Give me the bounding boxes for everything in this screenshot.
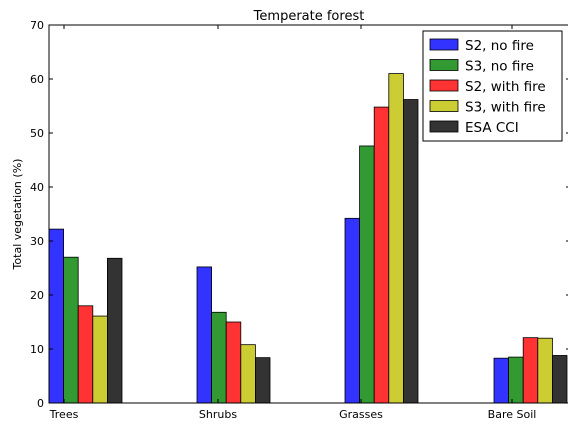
bar-shrubs-series-1: [196, 266, 213, 404]
bar-bare-soil-series-5: [552, 355, 568, 404]
bar-bare-soil-series-3: [522, 337, 539, 404]
bar-bare-soil-series-1: [493, 357, 510, 404]
y-tick-label: 0: [37, 397, 44, 410]
legend-label: S2, with fire: [465, 79, 546, 95]
bar-shrubs-series-2: [211, 311, 227, 404]
legend-swatch: [429, 120, 459, 133]
legend-label: S2, no fire: [465, 38, 534, 54]
bar-grasses-series-2: [359, 145, 375, 404]
bar-trees-series-1: [48, 228, 65, 404]
bar-grasses-series-3: [373, 106, 390, 404]
x-tick-label: Bare Soil: [488, 408, 537, 421]
plot-frame: [48, 24, 568, 404]
chart-title: Temperate forest: [253, 9, 365, 24]
legend-swatch: [429, 100, 459, 112]
x-tick-label: Shrubs: [199, 408, 237, 421]
bar-grasses-series-5: [402, 99, 419, 404]
legend-swatch: [429, 38, 459, 51]
bar-trees-series-3: [77, 305, 94, 404]
bar-shrubs-series-3: [225, 321, 242, 404]
legend: S2, no fire S3, no fire S2, with fire S3, w…: [422, 30, 563, 142]
legend-label: S3, with fire: [465, 100, 546, 116]
y-axis-label: Total vegetation (%): [11, 159, 24, 271]
bars-layer: [48, 73, 568, 404]
y-tick-label: 50: [30, 127, 44, 140]
bar-trees-series-2: [63, 256, 79, 404]
bar-grasses-series-4: [388, 73, 404, 404]
y-tick-label: 40: [30, 181, 44, 194]
legend-label: ESA CCI: [465, 120, 519, 136]
y-tick-label: 30: [30, 235, 44, 248]
legend-swatch: [429, 59, 459, 71]
x-tick-label: Trees: [49, 408, 79, 421]
bar-trees-series-4: [92, 315, 108, 404]
legend-label: S3, no fire: [465, 59, 534, 75]
bar-trees-series-5: [107, 257, 123, 404]
x-tick-label: Grasses: [339, 408, 383, 421]
y-tick-label: 60: [30, 73, 44, 86]
axes-layer: 0 10 20 30 40 50 60 70 Trees Shrubs Grasses Bare So…: [30, 19, 568, 421]
bar-bare-soil-series-2: [508, 356, 524, 404]
y-tick-label: 70: [30, 19, 44, 32]
bar-bare-soil-series-4: [537, 337, 553, 404]
y-tick-label: 10: [30, 343, 44, 356]
bar-shrubs-series-5: [254, 357, 271, 404]
legend-swatch: [429, 79, 459, 92]
y-tick-label: 20: [30, 289, 44, 302]
bar-grasses-series-1: [344, 217, 361, 404]
bar-shrubs-series-4: [240, 344, 256, 404]
